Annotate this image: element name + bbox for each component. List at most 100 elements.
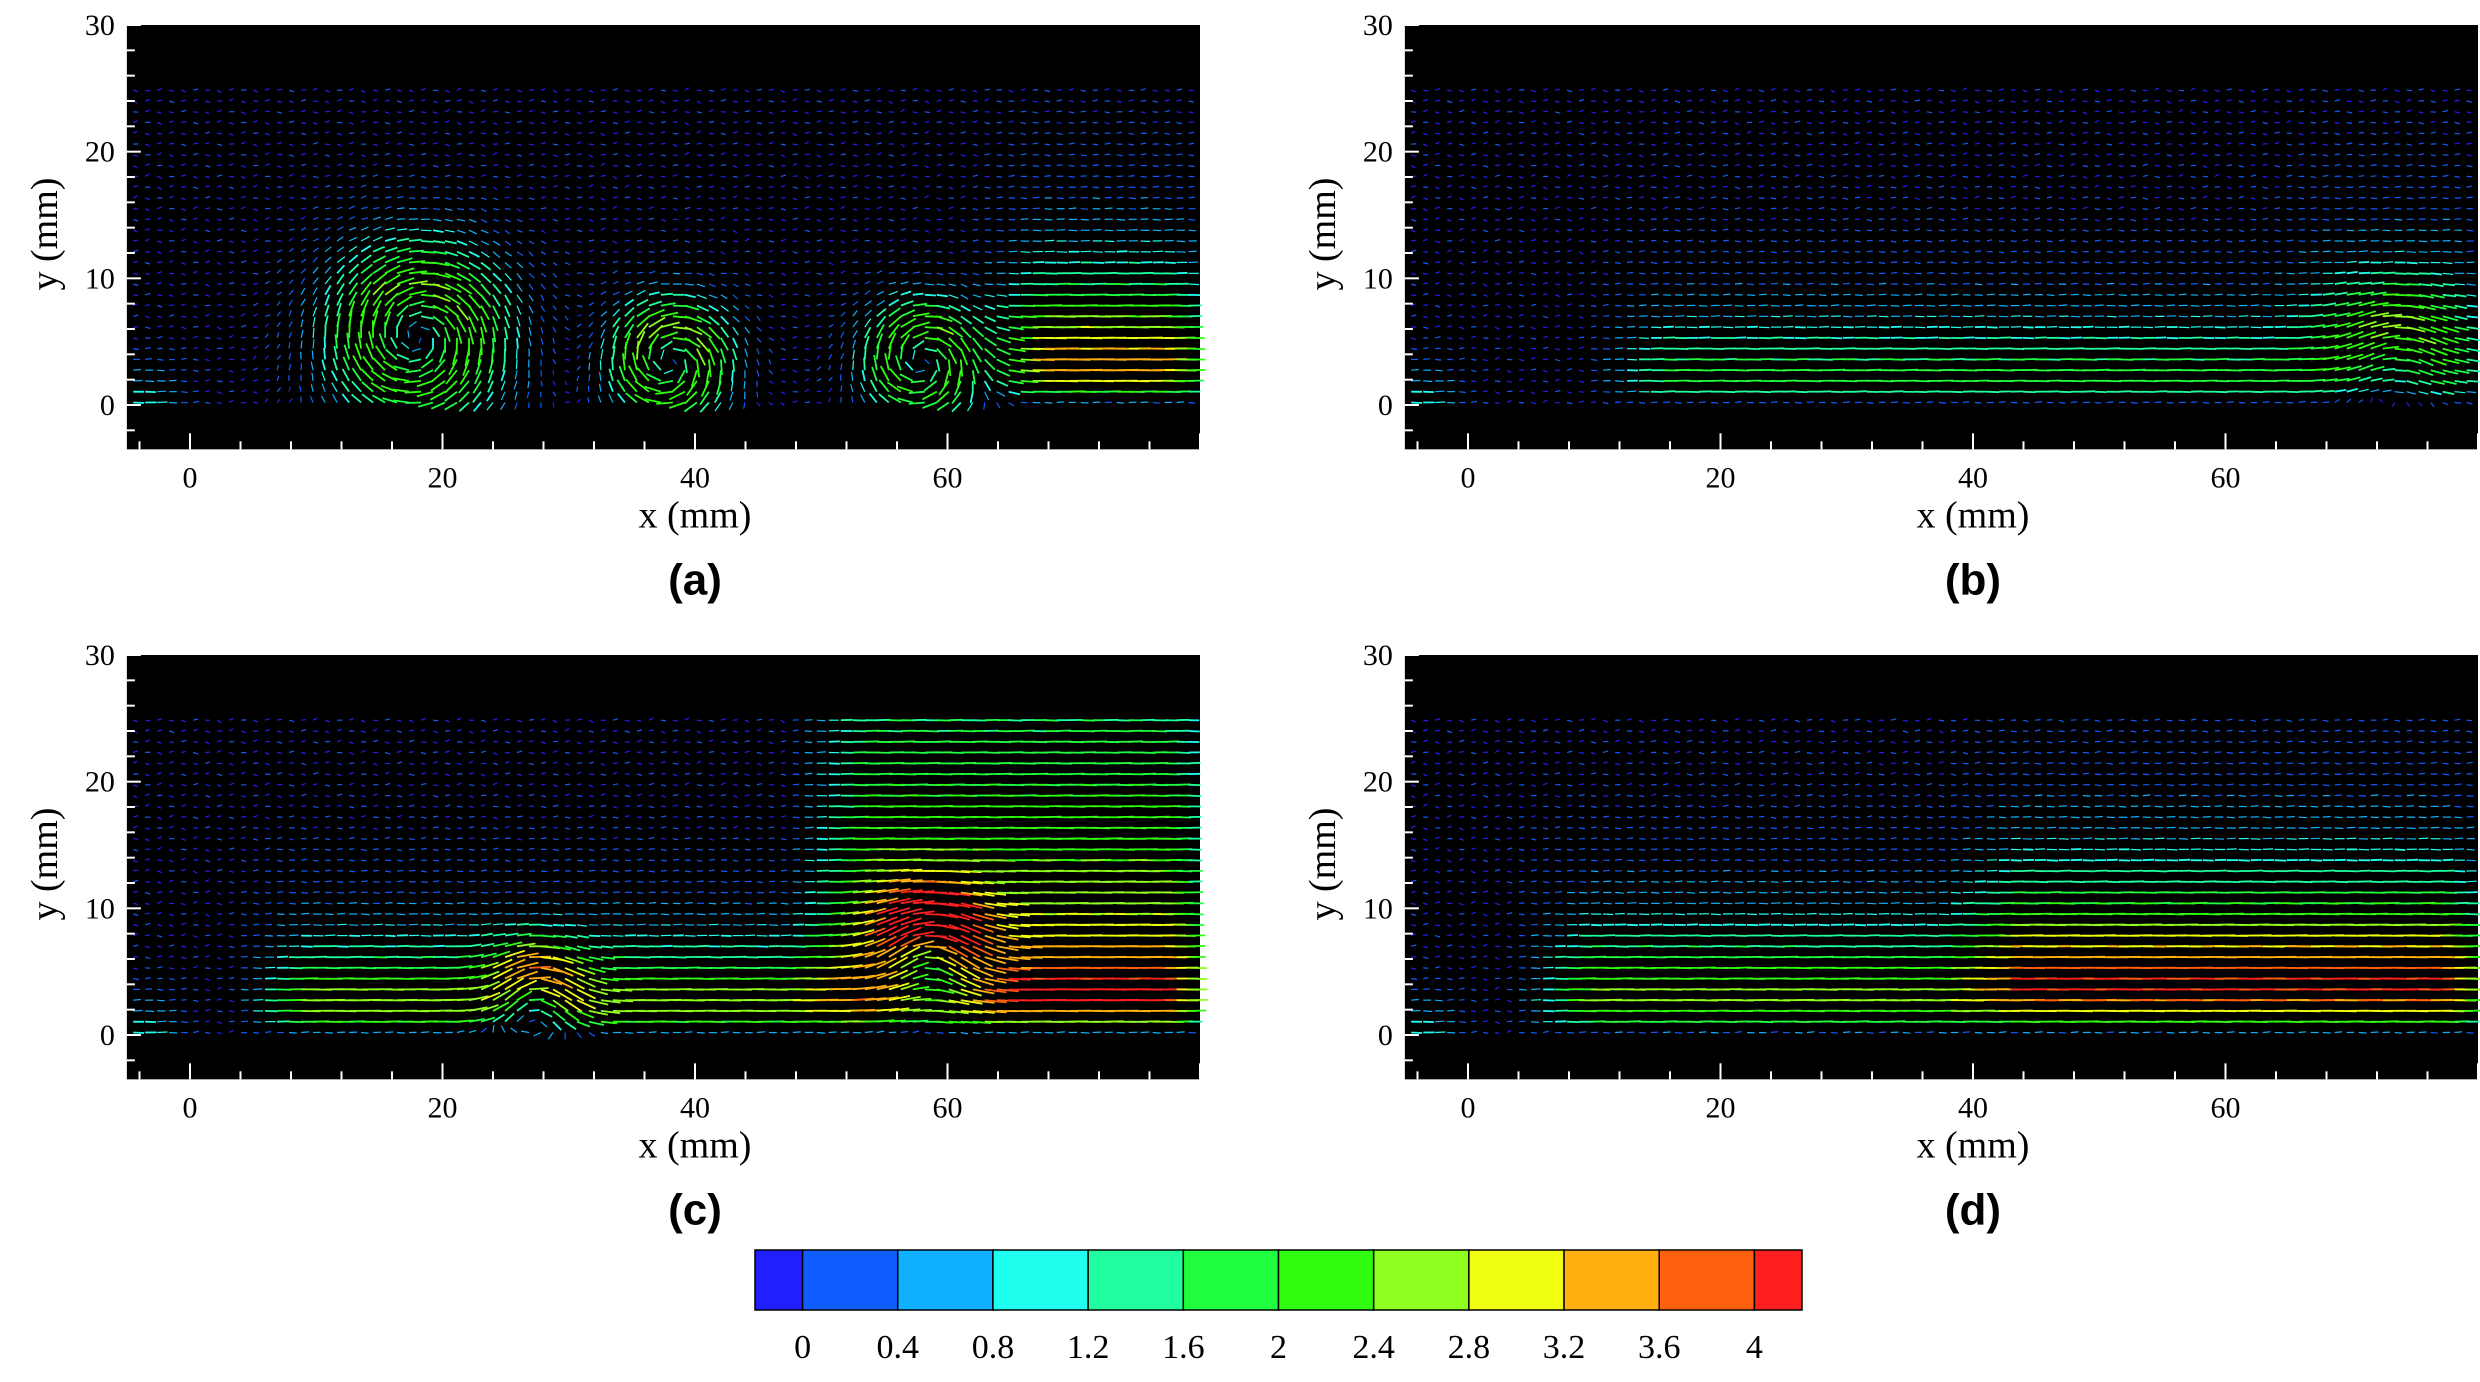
x-tick-label: 20 xyxy=(428,461,458,494)
vector-arrow xyxy=(204,283,210,287)
vector-arrow xyxy=(312,339,315,349)
vector-arrow xyxy=(1902,120,1908,124)
vector-arrow xyxy=(301,175,306,177)
vector-arrow xyxy=(696,250,703,253)
vector-arrow xyxy=(1470,240,1476,244)
vector-arrow xyxy=(1627,261,1633,264)
vector-arrow xyxy=(331,382,338,393)
vector-arrow xyxy=(205,325,210,328)
vector-arrow xyxy=(669,401,686,409)
vector-arrow xyxy=(1435,325,1441,328)
vector-arrow xyxy=(1722,143,1728,147)
vector-arrow xyxy=(253,272,259,275)
vector-arrow xyxy=(1627,401,1634,404)
vector-arrow xyxy=(1614,132,1620,136)
vector-arrow xyxy=(2034,132,2040,136)
vector-arrow xyxy=(2214,358,2230,361)
vector-arrow xyxy=(768,272,775,274)
vector-arrow xyxy=(922,401,938,409)
vector-arrow xyxy=(468,142,474,145)
vector-arrow xyxy=(1566,326,1573,329)
vector-arrow xyxy=(588,184,594,188)
vector-arrow xyxy=(1962,271,1970,274)
vector-arrow xyxy=(2046,229,2053,232)
vector-arrow xyxy=(253,401,259,404)
vector-arrow xyxy=(241,336,247,339)
vector-arrow xyxy=(527,380,530,389)
vector-arrow xyxy=(924,218,930,222)
vector-arrow xyxy=(1782,283,1791,286)
vector-arrow xyxy=(156,141,162,145)
vector-arrow xyxy=(144,238,150,242)
vector-arrow xyxy=(588,351,591,360)
vector-arrow xyxy=(324,315,329,328)
vector-arrow xyxy=(405,401,422,404)
vector-arrow xyxy=(2058,132,2064,134)
vector-arrow xyxy=(1710,401,1719,404)
vector-arrow xyxy=(744,109,750,113)
vector-arrow xyxy=(2022,293,2031,296)
vector-arrow xyxy=(180,261,186,265)
vector-arrow xyxy=(768,195,774,199)
vector-arrow xyxy=(1603,391,1611,393)
vector-arrow xyxy=(2250,261,2257,264)
vector-arrow xyxy=(157,240,163,244)
vector-arrow xyxy=(2214,109,2220,113)
vector-arrow xyxy=(1435,271,1441,274)
vector-arrow xyxy=(899,373,914,382)
vector-arrow xyxy=(1830,143,1837,146)
vector-arrow xyxy=(552,131,558,134)
vector-arrow xyxy=(1986,293,1995,296)
vector-arrow xyxy=(828,354,833,360)
vector-arrow xyxy=(2202,218,2209,222)
vector-arrow xyxy=(492,251,501,259)
vector-arrow xyxy=(768,175,774,179)
vector-arrow xyxy=(228,163,234,167)
vector-arrow xyxy=(1470,98,1476,102)
vector-arrow xyxy=(1674,401,1682,404)
vector-arrow xyxy=(346,332,350,349)
vector-arrow xyxy=(1554,336,1560,339)
vector-arrow xyxy=(1627,305,1635,307)
vector-arrow xyxy=(1543,110,1549,113)
vector-arrow xyxy=(312,165,318,168)
vector-arrow xyxy=(351,380,362,393)
vector-arrow xyxy=(168,165,175,168)
vector-arrow xyxy=(2034,207,2040,210)
vector-arrow xyxy=(1080,89,1087,92)
vector-arrow xyxy=(192,175,198,179)
vector-arrow xyxy=(600,109,607,113)
vector-arrow xyxy=(768,218,774,221)
vector-arrow xyxy=(908,401,925,405)
vector-arrow xyxy=(1092,132,1099,135)
vector-arrow xyxy=(2010,315,2021,317)
vector-arrow xyxy=(552,143,559,146)
vector-arrow xyxy=(636,197,642,201)
vector-arrow xyxy=(448,358,458,376)
vector-arrow xyxy=(588,301,595,307)
vector-arrow xyxy=(1986,109,1992,113)
vector-arrow xyxy=(768,305,775,308)
vector-arrow xyxy=(1152,401,1160,404)
vector-arrow xyxy=(516,185,523,188)
vector-arrow xyxy=(2034,163,2040,167)
vector-arrow xyxy=(1176,132,1183,135)
vector-arrow xyxy=(1782,240,1789,243)
vector-arrow xyxy=(1423,282,1428,285)
vector-arrow xyxy=(2286,304,2297,307)
vector-arrow xyxy=(1650,197,1656,201)
vector-arrow xyxy=(924,358,930,365)
vector-arrow xyxy=(384,141,390,145)
vector-arrow xyxy=(972,305,983,311)
vector-arrow xyxy=(1734,98,1740,102)
vector-arrow xyxy=(720,216,726,220)
vector-arrow xyxy=(1164,208,1172,210)
vector-arrow xyxy=(1176,111,1182,114)
vector-arrow xyxy=(456,229,466,234)
vector-arrow xyxy=(912,330,929,339)
vector-arrow xyxy=(684,293,696,299)
vector-arrow xyxy=(2262,305,2272,307)
vector-arrow xyxy=(996,142,1002,145)
vector-arrow xyxy=(588,292,594,296)
